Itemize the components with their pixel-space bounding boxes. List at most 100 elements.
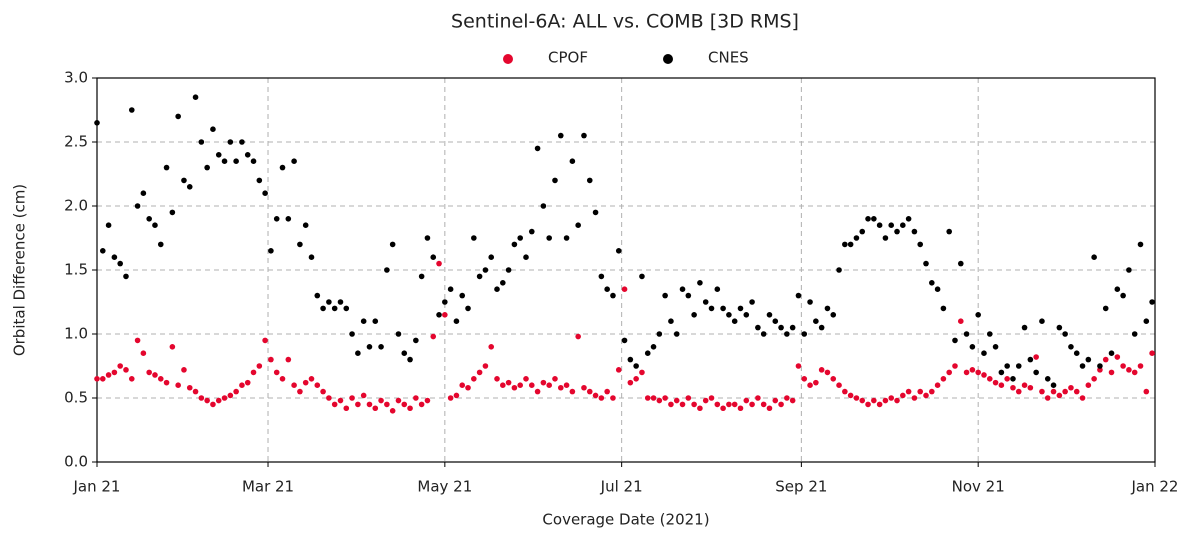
point — [256, 363, 263, 369]
point — [442, 299, 448, 305]
point — [215, 152, 222, 158]
point — [250, 158, 257, 164]
point — [813, 379, 819, 386]
point — [737, 305, 744, 312]
point — [1015, 388, 1022, 395]
point — [772, 318, 779, 325]
point — [221, 395, 228, 401]
point — [772, 397, 779, 404]
point — [575, 333, 581, 340]
y-tick-label: 1.0 — [64, 325, 88, 343]
point — [413, 337, 419, 344]
point — [592, 209, 599, 216]
point — [494, 286, 500, 293]
point — [766, 405, 773, 412]
point — [152, 222, 158, 228]
point — [615, 367, 622, 373]
point — [702, 397, 709, 404]
point — [523, 254, 529, 260]
point — [610, 395, 616, 401]
point — [842, 388, 848, 395]
chart-title: Sentinel-6A: ALL vs. COMB [3D RMS] — [451, 11, 799, 33]
point — [830, 312, 837, 318]
point — [1073, 350, 1080, 357]
point — [424, 397, 431, 404]
point — [528, 228, 535, 235]
x-axis-label: Coverage Date (2021) — [542, 511, 709, 529]
point — [604, 286, 610, 293]
point — [1091, 254, 1097, 260]
point — [476, 273, 483, 280]
point — [946, 228, 952, 235]
point — [807, 382, 813, 389]
point — [372, 405, 379, 412]
point — [731, 318, 738, 325]
point — [1120, 292, 1126, 299]
point — [233, 158, 239, 164]
point — [1050, 388, 1057, 395]
point — [552, 177, 558, 184]
point — [836, 382, 842, 389]
point — [581, 384, 587, 391]
point — [250, 369, 257, 376]
point — [621, 286, 628, 293]
point — [957, 260, 964, 267]
point — [598, 395, 605, 401]
point — [662, 292, 668, 299]
point — [917, 388, 924, 395]
point — [273, 216, 280, 222]
point — [981, 350, 987, 357]
point — [1073, 388, 1080, 395]
point — [743, 397, 750, 404]
point — [1044, 395, 1051, 401]
point — [801, 331, 808, 337]
point — [268, 356, 274, 363]
point — [407, 405, 413, 412]
point — [1114, 354, 1121, 360]
point — [181, 177, 187, 184]
point — [749, 299, 755, 305]
point — [401, 401, 408, 408]
point — [505, 379, 512, 386]
point — [186, 384, 193, 391]
point — [789, 324, 796, 331]
point — [389, 241, 396, 248]
point — [494, 376, 500, 382]
point — [505, 267, 512, 273]
y-axis-label: Orbital Difference (cm) — [11, 184, 29, 356]
point — [517, 235, 523, 241]
point — [992, 379, 999, 386]
point — [1120, 363, 1126, 369]
point — [204, 397, 210, 404]
point — [418, 401, 425, 408]
point — [563, 382, 570, 389]
point — [766, 312, 773, 318]
point — [442, 312, 448, 318]
point — [807, 299, 813, 305]
point — [940, 305, 947, 312]
point — [117, 260, 123, 267]
point — [575, 222, 581, 228]
point — [871, 216, 877, 222]
point — [471, 235, 477, 241]
point — [726, 401, 732, 408]
point — [1039, 388, 1045, 395]
point — [343, 405, 350, 412]
point — [731, 401, 738, 408]
point — [111, 254, 118, 260]
point — [842, 241, 848, 248]
point — [1149, 299, 1155, 305]
point — [152, 372, 158, 378]
point — [865, 216, 871, 222]
point — [934, 382, 941, 389]
point — [123, 367, 129, 373]
point — [186, 184, 193, 190]
point — [1102, 305, 1109, 312]
point — [900, 222, 906, 228]
y-tick-label: 3.0 — [64, 69, 88, 87]
point — [662, 395, 668, 401]
point — [1108, 369, 1115, 376]
point — [952, 337, 958, 344]
point — [262, 190, 268, 196]
point — [157, 376, 164, 382]
